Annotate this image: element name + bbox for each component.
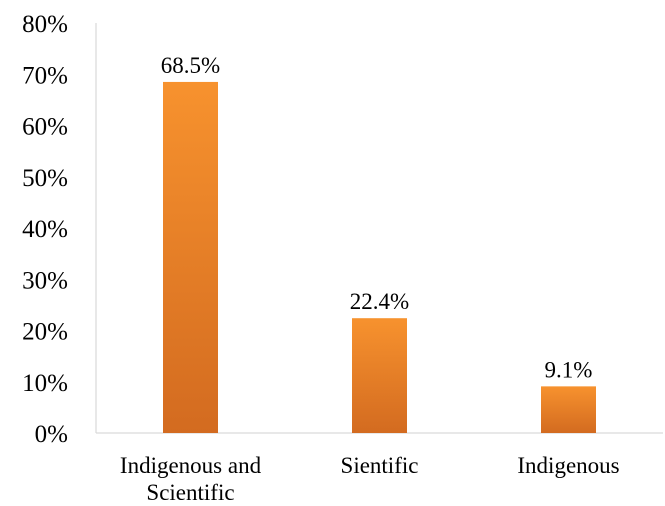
x-tick-label-line: Scientific (146, 480, 234, 505)
y-tick-label: 40% (22, 216, 68, 243)
bar (352, 318, 407, 433)
bar (541, 386, 596, 433)
y-tick-label: 20% (22, 319, 68, 346)
x-tick-label: Sientific (341, 453, 419, 478)
y-tick-label: 0% (35, 421, 68, 448)
x-axis: Indigenous and Scientific Sientific Indigen… (96, 432, 663, 505)
y-axis: 0% 10% 20% 30% 40% 50% 60% 70% 80% (22, 11, 97, 448)
y-tick-label: 60% (22, 114, 68, 141)
y-tick-label: 80% (22, 11, 68, 38)
x-tick-label-line: Sientific (341, 453, 419, 478)
data-label: 9.1% (545, 357, 593, 382)
y-tick-label: 50% (22, 165, 68, 192)
x-tick-label: Indigenous (517, 453, 619, 478)
x-tick-label: Indigenous and Scientific (120, 453, 262, 505)
y-tick-label: 30% (22, 267, 68, 294)
y-tick-label: 10% (22, 370, 68, 397)
data-label: 68.5% (161, 53, 220, 78)
bars (163, 81, 596, 433)
x-tick-label-line: Indigenous and (120, 453, 262, 478)
y-tick-label: 70% (22, 62, 68, 89)
data-label: 22.4% (350, 289, 409, 314)
x-tick-label-line: Indigenous (517, 453, 619, 478)
data-labels: 68.5% 22.4% 9.1% (161, 53, 593, 382)
bar (163, 81, 218, 433)
